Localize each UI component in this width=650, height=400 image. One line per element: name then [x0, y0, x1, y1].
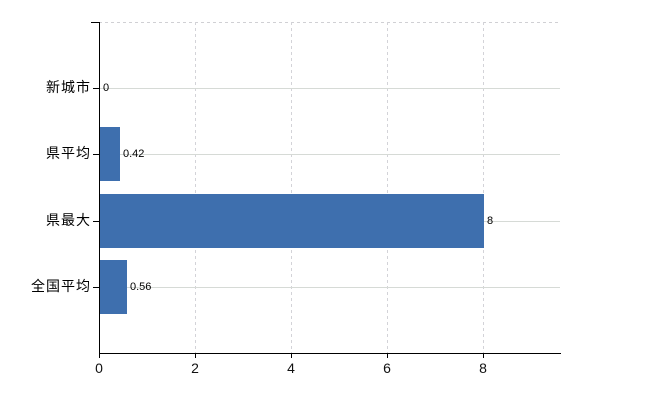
x-tick [99, 353, 100, 358]
gridline-vertical [483, 22, 484, 353]
gridline-horizontal [99, 88, 560, 89]
x-tick-label: 8 [479, 360, 487, 376]
category-label: 県平均 [46, 145, 91, 161]
y-tick [93, 221, 99, 222]
bar [100, 260, 127, 314]
bar-value-label: 0 [103, 82, 110, 94]
x-tick [387, 353, 388, 358]
y-axis [99, 22, 100, 353]
gridline-vertical [195, 22, 196, 353]
plot-top-border [99, 22, 560, 23]
x-tick-label: 6 [383, 360, 391, 376]
gridline-horizontal [99, 154, 560, 155]
bar-value-label: 8 [487, 215, 494, 227]
gridline-vertical [291, 22, 292, 353]
x-axis [99, 353, 561, 354]
bar-value-label: 0.56 [130, 281, 152, 293]
y-tick [93, 154, 99, 155]
gridline-horizontal [99, 287, 560, 288]
category-label: 県最大 [46, 212, 91, 228]
bar [100, 194, 484, 248]
x-tick [483, 353, 484, 358]
y-axis-top-tick [91, 22, 99, 23]
gridline-vertical [387, 22, 388, 353]
x-tick-label: 0 [95, 360, 103, 376]
x-tick-label: 2 [191, 360, 199, 376]
category-label: 新城市 [46, 79, 91, 95]
x-tick [291, 353, 292, 358]
x-tick-label: 4 [287, 360, 295, 376]
category-label: 全国平均 [31, 278, 91, 294]
y-tick [93, 287, 99, 288]
x-tick [195, 353, 196, 358]
bar-value-label: 0.42 [123, 148, 145, 160]
bar [100, 127, 120, 181]
y-tick [93, 88, 99, 89]
